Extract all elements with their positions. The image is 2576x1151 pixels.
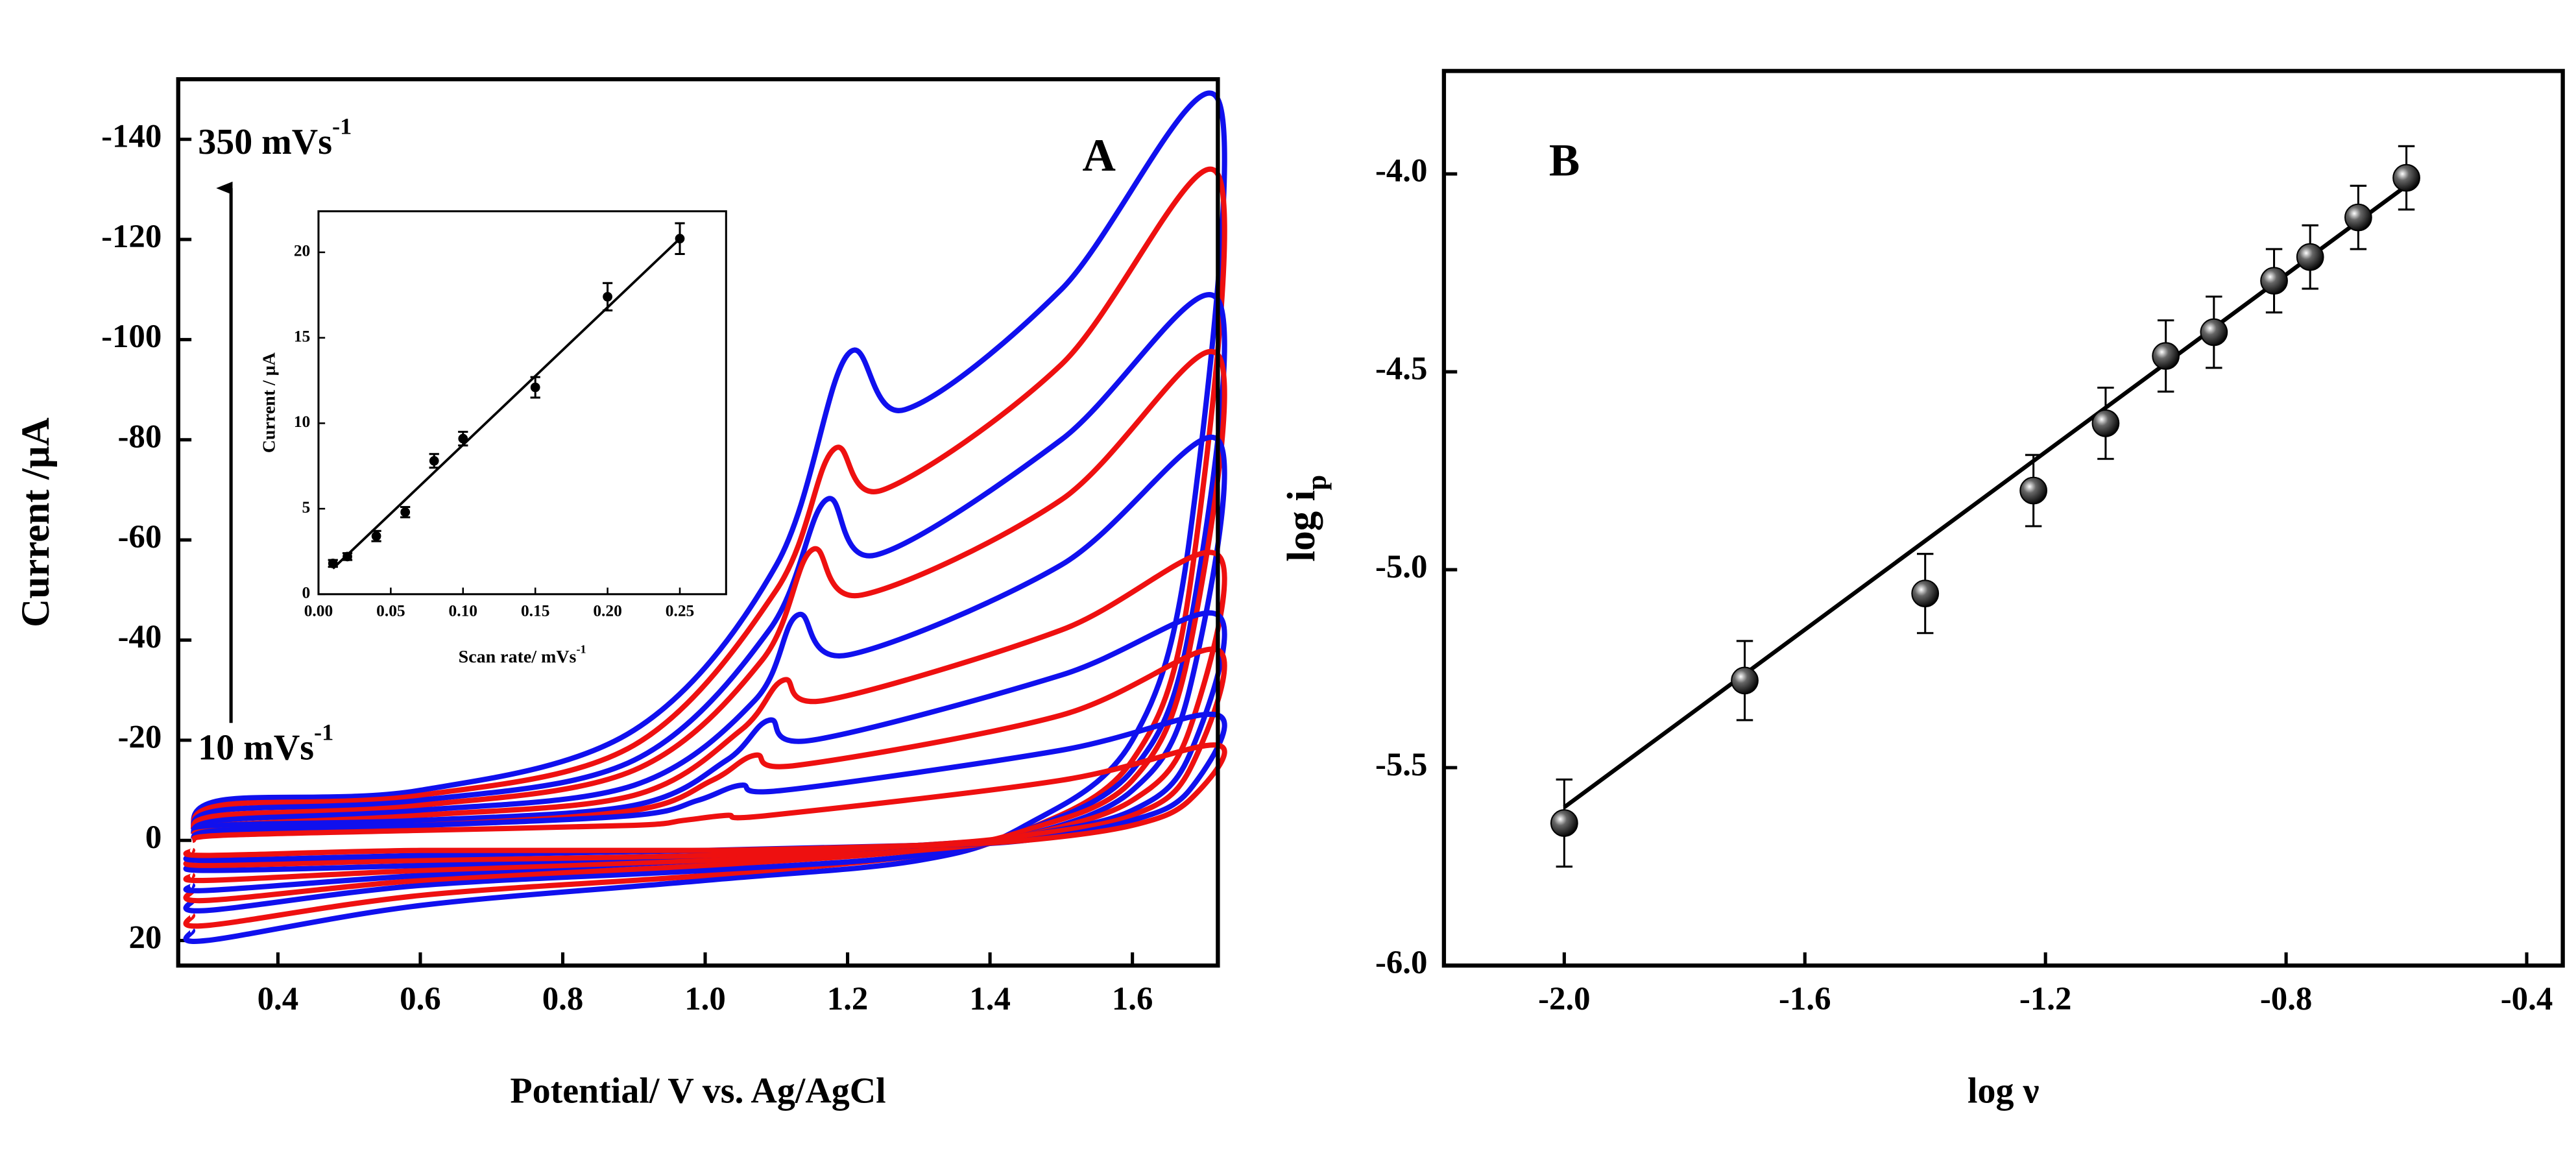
x-tick-label: -0.8 (2260, 981, 2313, 1017)
data-point (2019, 476, 2048, 505)
y-tick-label: 15 (294, 326, 310, 345)
annotation: 10 mVs-1 (198, 720, 333, 768)
annotation-sup: -1 (332, 114, 352, 139)
x-tick-label: -2.0 (1538, 981, 1591, 1017)
plot-frame (176, 77, 1220, 968)
inset-background (318, 211, 727, 594)
data-point (2260, 267, 2288, 295)
x-tick-label: 1.0 (684, 981, 726, 1017)
x-tick-label: 0.8 (542, 981, 584, 1017)
y-tick-label: -120 (101, 219, 162, 255)
x-tick-label: 1.2 (827, 981, 869, 1017)
x-axis-label: Scan rate/ mVs-1 (459, 643, 586, 668)
y-tick-label: 10 (294, 412, 310, 431)
y-axis-label: Current /μA (14, 417, 58, 627)
y-tick-label: -80 (118, 418, 162, 455)
y-axis-label-main: log i (1280, 491, 1323, 562)
data-point (1550, 809, 1578, 837)
panel-label: A (1083, 130, 1116, 181)
x-tick-label: -0.4 (2501, 981, 2553, 1017)
x-tick-label: 1.4 (969, 981, 1011, 1017)
data-point (603, 291, 612, 302)
x-tick-label: 0.25 (666, 601, 695, 620)
y-tick-label: -60 (118, 519, 162, 555)
x-tick-label: 1.6 (1112, 981, 1153, 1017)
x-tick-label: -1.2 (2019, 981, 2072, 1017)
data-point (2091, 409, 2120, 437)
data-point (675, 234, 685, 244)
fit-line (331, 237, 681, 570)
y-tick-label: -5.5 (1375, 747, 1428, 783)
y-axis-label: Current / μA (259, 352, 280, 453)
data-point (1911, 579, 1940, 608)
annotation-main: 10 mVs (198, 727, 314, 768)
y-axis-label-sub: p (1301, 475, 1332, 491)
y-tick-label: -40 (118, 619, 162, 655)
y-tick-label: 20 (128, 919, 162, 956)
data-point (458, 433, 468, 444)
y-tick-label: -4.5 (1375, 351, 1428, 387)
data-point (2344, 203, 2372, 232)
x-tick-label: 0.15 (521, 601, 550, 620)
data-point (2392, 164, 2420, 192)
x-tick-label: 0.10 (449, 601, 478, 620)
x-tick-label: 0.00 (304, 601, 333, 620)
x-axis-label: Potential/ V vs. Ag/AgCl (510, 1071, 885, 1111)
x-tick-label: -1.6 (1779, 981, 1831, 1017)
annotation-main: 350 mVs (198, 122, 332, 162)
data-point (2296, 243, 2324, 271)
data-point (530, 382, 540, 393)
plot-frame (317, 210, 727, 596)
data-point (328, 559, 338, 568)
y-tick-label: -4.0 (1375, 153, 1428, 189)
y-tick-label: 0 (145, 819, 162, 856)
x-axis-label-sup: -1 (576, 643, 586, 656)
data-point (343, 551, 352, 562)
cv-curve (183, 550, 1227, 884)
data-point (400, 507, 411, 517)
data-point (371, 531, 381, 541)
x-tick-label: 0.6 (400, 981, 441, 1017)
annotation-sup: -1 (314, 720, 333, 745)
y-axis-label: log ip (1280, 475, 1332, 562)
y-tick-label: -5.0 (1375, 549, 1428, 585)
data-point (429, 455, 439, 466)
y-tick-label: -20 (118, 720, 162, 756)
x-tick-label: 0.4 (258, 981, 299, 1017)
data-point (1731, 666, 1759, 695)
y-tick-label: -6.0 (1375, 945, 1428, 981)
y-tick-label: -140 (101, 118, 162, 154)
data-point (2200, 318, 2228, 346)
x-tick-label: 0.20 (593, 601, 622, 620)
x-axis-label: log ν (1968, 1071, 2040, 1111)
x-axis-label-main: Scan rate/ mVs (459, 647, 577, 667)
y-tick-label: -100 (101, 319, 162, 355)
y-tick-label: 20 (294, 241, 310, 260)
plot-frame (1441, 69, 2565, 968)
panel-label: B (1549, 136, 1580, 186)
x-tick-label: 0.05 (376, 601, 405, 620)
y-tick-label: 5 (302, 498, 311, 516)
annotation: 350 mVs-1 (198, 114, 352, 162)
y-tick-label: 0 (302, 583, 311, 602)
data-point (2152, 342, 2180, 370)
